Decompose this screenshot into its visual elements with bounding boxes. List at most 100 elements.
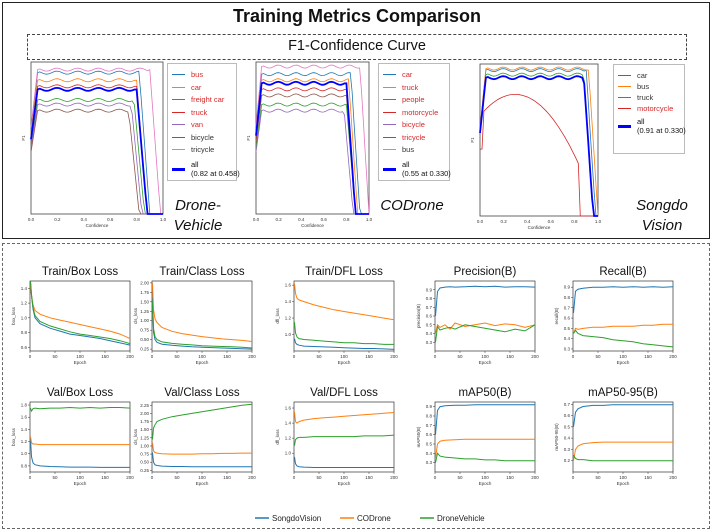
x-axis-label: Epoch xyxy=(196,481,209,486)
x-tick-label: 0 xyxy=(29,475,32,480)
y-tick-label: 1.00 xyxy=(140,443,149,448)
plot-title: Precision(B) xyxy=(454,266,517,278)
f1-legend-item: bus xyxy=(383,145,453,155)
y-tick-label: 1.4 xyxy=(285,421,292,426)
f1-legend-item: people xyxy=(383,95,453,105)
x-tick-label: 0 xyxy=(293,354,296,359)
legend-swatch xyxy=(383,86,396,88)
f1-legend-item: freight car xyxy=(172,95,240,105)
legend-label: truck xyxy=(637,93,654,102)
legend-all-label: all (0.55 at 0.330) xyxy=(402,160,451,178)
f1-xtick: 1.0 xyxy=(595,219,602,224)
x-tick-label: 50 xyxy=(595,354,601,359)
x-tick-label: 0 xyxy=(293,475,296,480)
x-tick-label: 0 xyxy=(434,354,437,359)
x-tick-label: 50 xyxy=(457,475,463,480)
y-tick-label: 0.75 xyxy=(140,328,149,333)
y-tick-label: 0.7 xyxy=(564,305,571,310)
x-tick-label: 100 xyxy=(481,354,489,359)
series-line-codrone xyxy=(294,283,395,321)
x-tick-label: 100 xyxy=(198,475,206,480)
plot-title: mAP50-95(B) xyxy=(588,387,658,399)
x-tick-label: 200 xyxy=(126,475,134,480)
y-tick-label: 1.8 xyxy=(21,403,28,408)
f1-legend-item: van xyxy=(172,120,240,130)
f1-xlabel: Confidence xyxy=(528,225,551,230)
x-axis-label: Epoch xyxy=(74,481,87,486)
y-tick-label: 1.6 xyxy=(285,406,292,411)
subtitle: F1-Confidence Curve xyxy=(288,38,426,54)
legend-label: bus xyxy=(637,82,650,91)
f1-legend: car bus truck motorcycle all (0.91 at 0.330) xyxy=(613,64,688,154)
f1-class-curve xyxy=(479,72,598,217)
legend-label: truck xyxy=(402,82,419,92)
f1-xtick: 0.6 xyxy=(548,219,555,224)
y-tick-label: 0.3 xyxy=(564,447,571,452)
legend-swatch xyxy=(172,149,185,151)
legend-swatch xyxy=(618,97,631,99)
plot-val-box-loss: Val/Box Loss 0 50 100 150 200 0.8 1.0 1.2 1.4 1.6 1… xyxy=(11,387,134,486)
legend-swatch xyxy=(172,86,185,88)
legend-swatch xyxy=(618,86,631,88)
legend-label: bus xyxy=(191,70,204,79)
y-tick-label: 1.00 xyxy=(140,318,149,323)
f1-xtick: 0.4 xyxy=(524,219,531,224)
series-line-dronevehicle xyxy=(435,452,535,463)
series-line-codrone xyxy=(435,438,535,459)
f1-all-curve xyxy=(479,75,598,217)
plot-frame xyxy=(434,401,536,473)
y-tick-label: 0.8 xyxy=(21,463,28,468)
x-axis-label: Epoch xyxy=(479,360,492,365)
y-tick-label: 0.9 xyxy=(426,404,433,409)
x-axis-label: Epoch xyxy=(338,360,351,365)
all-value: (0.55 at 0.330) xyxy=(402,168,451,178)
y-axis-label: cls_loss xyxy=(133,307,138,324)
y-tick-label: 1.50 xyxy=(140,427,149,432)
f1-class-curve xyxy=(479,66,599,217)
plot-map50-95-b-: mAP50-95(B) 0 50 100 150 200 0.2 0.3 0.4 0.5 0.6 0.… xyxy=(554,387,677,486)
legend-swatch xyxy=(172,136,185,138)
x-tick-label: 100 xyxy=(481,475,489,480)
x-tick-label: 50 xyxy=(316,475,322,480)
y-axis-label: recall(B) xyxy=(554,307,559,324)
series-line-dronevehicle xyxy=(30,280,131,345)
series-line-songdovision xyxy=(573,404,673,427)
legend-label: SongdoVision xyxy=(272,514,321,523)
f1-legend-item: car xyxy=(618,71,688,81)
legend-swatch xyxy=(618,108,631,110)
x-tick-label: 50 xyxy=(52,354,58,359)
y-tick-label: 0.4 xyxy=(426,331,433,336)
legend-label: freight car xyxy=(191,95,225,104)
f1-legend-item: bus xyxy=(618,82,688,92)
y-tick-label: 1.4 xyxy=(285,299,292,304)
y-axis-label: dfl_loss xyxy=(275,429,280,445)
plot-frame xyxy=(293,280,395,352)
dataset-label-line: Vehicle xyxy=(173,216,223,234)
x-tick-label: 50 xyxy=(174,475,180,480)
f1-legend-item: car xyxy=(172,83,240,93)
series-line-songdovision xyxy=(294,338,395,350)
x-tick-label: 200 xyxy=(531,475,539,480)
y-tick-label: 0.3 xyxy=(426,460,433,465)
y-tick-label: 1.2 xyxy=(285,316,292,321)
x-axis-label: Epoch xyxy=(617,481,630,486)
series-line-codrone xyxy=(294,411,395,424)
y-tick-label: 0.50 xyxy=(140,460,149,465)
y-tick-label: 0.6 xyxy=(564,316,571,321)
legend-label: CODrone xyxy=(357,514,391,523)
x-tick-label: 200 xyxy=(390,475,398,480)
legend-swatch xyxy=(383,99,396,101)
plot-title: mAP50(B) xyxy=(458,387,511,399)
dataset-label: Songdo Vision xyxy=(612,196,712,235)
x-tick-label: 200 xyxy=(248,354,256,359)
y-tick-label: 1.4 xyxy=(21,427,28,432)
f1-class-curve xyxy=(255,64,370,215)
x-tick-label: 0 xyxy=(434,475,437,480)
f1-xtick: 0.2 xyxy=(500,219,507,224)
all-value: (0.82 at 0.458) xyxy=(191,168,240,178)
legend-swatch xyxy=(383,136,396,138)
f1-class-curve xyxy=(30,108,163,215)
y-tick-label: 0.9 xyxy=(426,287,433,292)
y-tick-label: 2.00 xyxy=(140,280,149,285)
f1-xlabel: Confidence xyxy=(301,223,324,228)
